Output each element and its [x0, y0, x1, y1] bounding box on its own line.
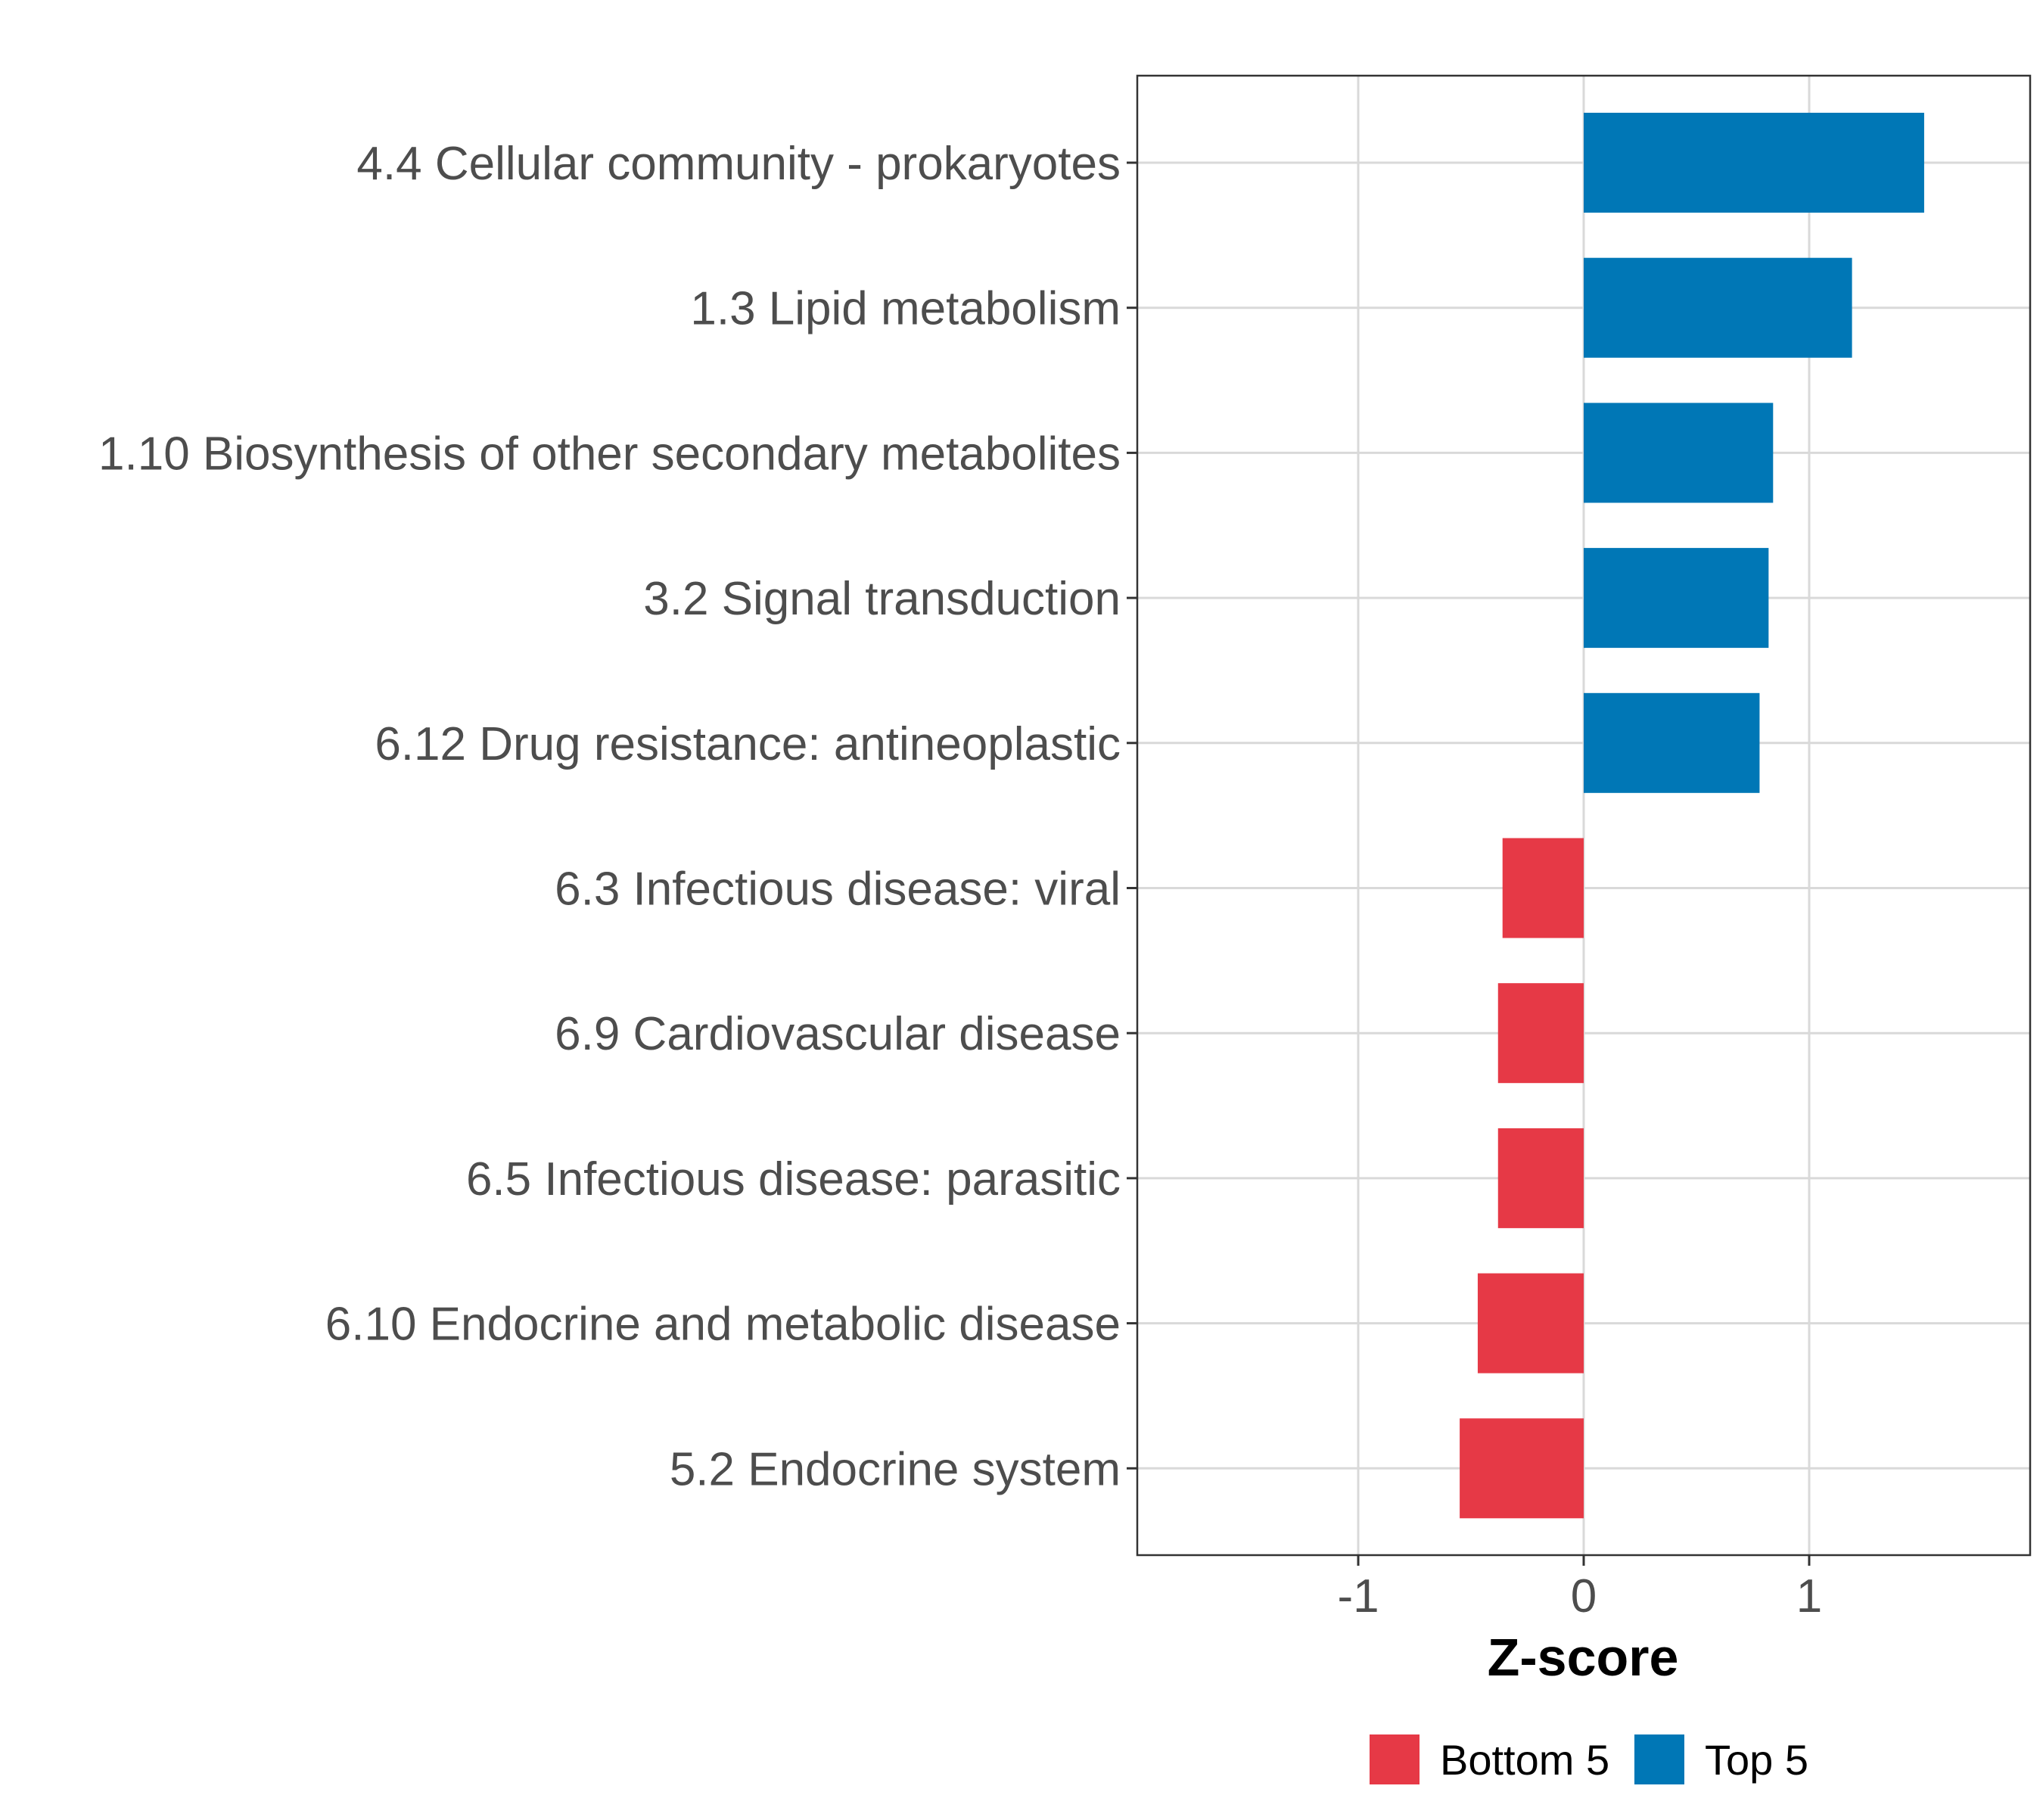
legend-label: Bottom 5 [1440, 1736, 1609, 1784]
y-axis-ticks: 4.4 Cellular community - prokaryotes 1.3 … [98, 138, 1137, 1495]
category-label: 4.4 Cellular community - prokaryotes [356, 138, 1121, 190]
category-label: 3.2 Signal transduction [643, 573, 1121, 625]
x-tick-label: 0 [1571, 1570, 1597, 1622]
bar-bottom-7 [1497, 983, 1584, 1084]
bar-bottom-10 [1460, 1418, 1584, 1519]
x-axis-ticks: -1 0 1 [1337, 1555, 1822, 1622]
category-label: 6.5 Infectious disease: parasitic [466, 1153, 1121, 1206]
bar-top-5 [1584, 692, 1760, 793]
category-label: 6.10 Endocrine and metabolic disease [325, 1299, 1121, 1351]
category-label: 1.10 Biosynthesis of other secondary met… [98, 428, 1121, 480]
bar-top-1 [1584, 113, 1924, 213]
category-label: 1.3 Lipid metabolism [690, 283, 1121, 335]
category-label: 6.12 Drug resistance: antineoplastic [375, 718, 1121, 770]
category-label: 6.3 Infectious disease: viral [555, 863, 1121, 916]
category-label: 5.2 Endocrine system [670, 1443, 1121, 1495]
bar-top-2 [1584, 257, 1852, 358]
bar-bottom-6 [1502, 838, 1584, 938]
bar-top-3 [1584, 403, 1774, 503]
bar-bottom-8 [1497, 1128, 1584, 1228]
x-axis-title: Z-score [1488, 1628, 1679, 1687]
legend: Bottom 5 Top 5 [1370, 1734, 1808, 1784]
category-label: 6.9 Cardiovascular disease [555, 1008, 1121, 1060]
bars [1460, 113, 1924, 1519]
bar-top-4 [1584, 548, 1769, 649]
bar-bottom-9 [1477, 1273, 1584, 1374]
legend-key-top-5 [1634, 1734, 1684, 1784]
legend-key-bottom-5 [1370, 1734, 1420, 1784]
x-tick-label: 1 [1796, 1570, 1822, 1622]
x-tick-label: -1 [1337, 1570, 1379, 1622]
legend-label: Top 5 [1705, 1736, 1808, 1784]
